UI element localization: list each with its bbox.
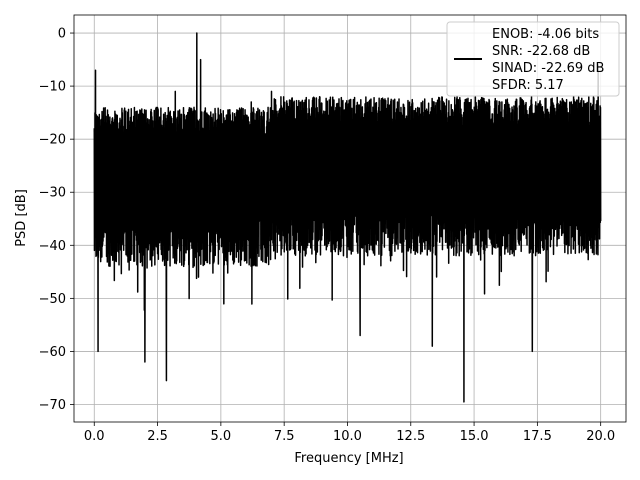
x-tick-label: 15.0: [460, 429, 489, 444]
y-tick-label: −40: [39, 239, 66, 254]
y-tick-label: −10: [39, 80, 66, 95]
x-tick-label: 10.0: [333, 429, 362, 444]
legend: ENOB: -4.06 bits SNR: -22.68 dB SINAD: -…: [446, 21, 620, 97]
x-axis: 0.0 2.5 5.0 7.5 10.0 12.5 15.0 17.5 20.0: [84, 422, 615, 444]
y-tick-label: 0: [58, 27, 66, 42]
legend-box: [446, 21, 620, 97]
y-tick-label: −20: [39, 133, 66, 148]
legend-text-sinad: SINAD: -22.69 dB: [492, 61, 604, 76]
x-axis-label: Frequency [MHz]: [294, 451, 403, 466]
legend-text-sfdr: SFDR: 5.17: [492, 78, 564, 93]
series-layer: [93, 32, 602, 403]
x-tick-label: 7.5: [274, 429, 295, 444]
y-tick-label: −60: [39, 345, 66, 360]
x-tick-label: 0.0: [84, 429, 105, 444]
y-axis-label: PSD [dB]: [14, 189, 29, 247]
legend-text-enob: ENOB: -4.06 bits: [492, 27, 599, 42]
x-tick-label: 5.0: [211, 429, 232, 444]
legend-text-snr: SNR: -22.68 dB: [492, 44, 590, 59]
x-tick-label: 12.5: [396, 429, 425, 444]
y-tick-label: −70: [39, 398, 66, 413]
y-tick-label: −30: [39, 186, 66, 201]
x-tick-label: 2.5: [147, 429, 168, 444]
plot-area-frame: [73, 14, 627, 423]
x-tick-label: 17.5: [523, 429, 552, 444]
y-axis: 0 −10 −20 −30 −40 −50 −60 −70: [39, 27, 74, 413]
psd-series-line: [93, 32, 602, 403]
y-tick-label: −50: [39, 292, 66, 307]
x-tick-label: 20.0: [586, 429, 615, 444]
